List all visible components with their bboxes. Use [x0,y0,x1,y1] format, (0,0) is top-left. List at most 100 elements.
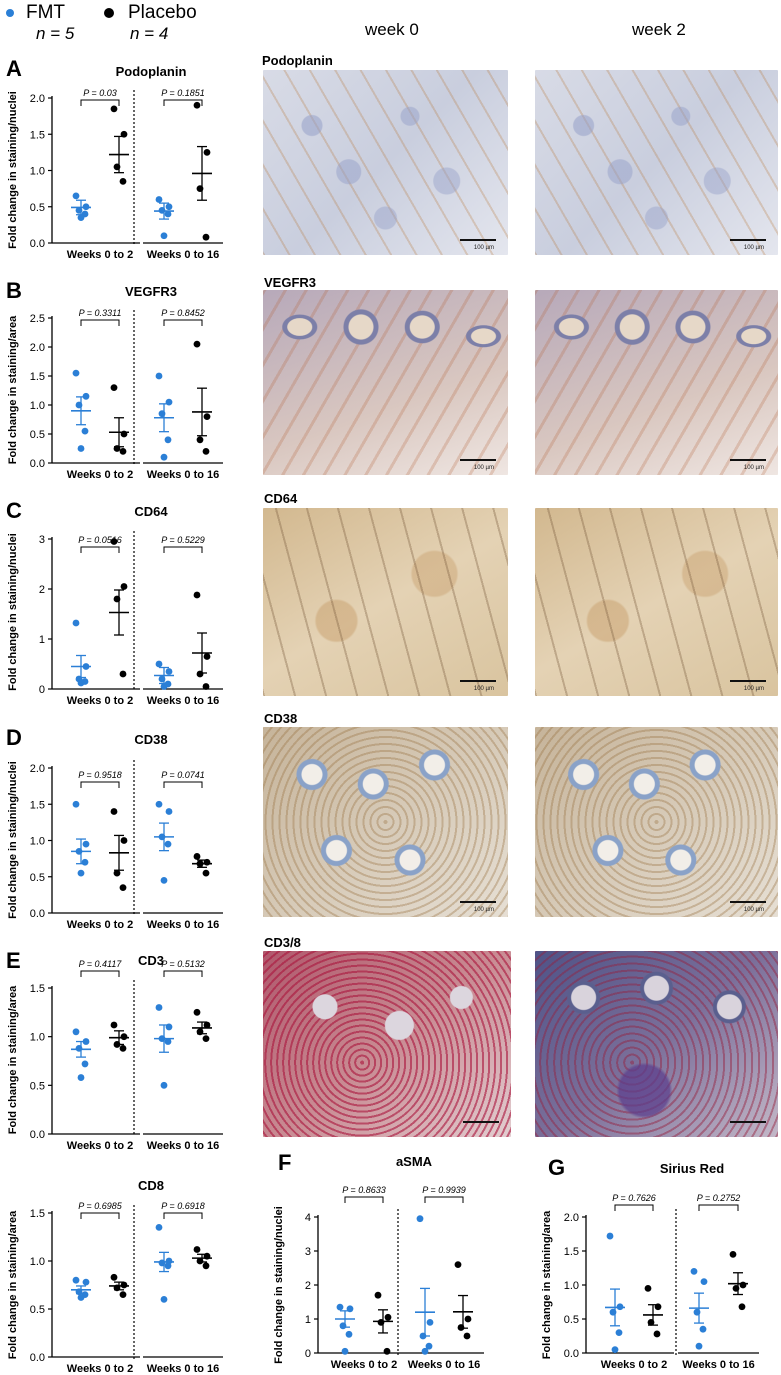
y-tick-label: 0.5 [30,872,45,884]
fmt-legend-marker [6,9,14,17]
fmt-point [695,1342,703,1350]
group-label: Weeks 0 to 2 [67,695,133,707]
placebo-point [202,1035,210,1043]
chart-title: CD38 [134,732,167,747]
y-tick-label: 2.0 [564,1212,579,1224]
placebo-point [120,837,128,844]
pvalue-label: P = 0.5229 [161,535,204,545]
y-tick-label: 1.0 [30,400,45,412]
chart-title: Sirius Red [660,1161,724,1176]
fmt-point [164,436,172,444]
fmt-point [164,210,172,218]
fmt-point [341,1347,349,1355]
fmt-point [609,1308,617,1316]
placebo-point [119,884,127,892]
y-tick-label: 0.5 [30,1080,45,1092]
fmt-point [425,1342,433,1350]
fmt-point [345,1330,353,1338]
scale-bar [460,239,496,241]
fmt-point [611,1346,619,1353]
group-label: Weeks 0 to 16 [147,469,220,481]
fmt-point [155,1004,163,1011]
y-tick-label: 1 [39,634,45,646]
micrograph-podoplanin-week0: 100 µm [263,70,508,255]
scale-bar-label: 100 µm [473,907,494,913]
fmt-point [155,372,163,380]
placebo-point [196,860,204,868]
scale-bar [460,459,496,461]
y-tick-label: 0.0 [30,238,45,250]
fmt-point [160,1296,168,1303]
y-tick-label: 2.5 [30,313,45,325]
group-label: Weeks 0 to 2 [67,469,133,481]
placebo-point [203,1021,211,1029]
placebo-point [110,384,118,391]
pvalue-label: P = 0.0516 [78,535,121,545]
fmt-point [75,1044,83,1052]
fmt-point [158,675,166,683]
group-label: Weeks 0 to 2 [67,249,133,261]
placebo-point [119,448,127,455]
placebo-point [464,1315,472,1323]
column-header-week2: week 2 [632,20,686,39]
chart-title: Podoplanin [116,64,187,79]
micrograph-cd64-week2: 100 µm [535,508,778,696]
y-tick-label: 1.5 [30,129,45,141]
group-label: Weeks 0 to 2 [601,1359,667,1371]
group-label: Weeks 0 to 2 [67,919,133,931]
fmt-point [75,401,83,409]
placebo-point [384,1313,392,1321]
y-tick-label: 3 [305,1246,311,1258]
micrograph-vegfr3-week2: 100 µm [535,290,778,475]
fmt-point [81,427,89,435]
fmt-point [81,858,89,866]
fmt-point [164,1262,172,1270]
micrograph-podoplanin-week2: 100 µm [535,70,778,255]
placebo-point [202,448,210,455]
group-label: Weeks 0 to 16 [408,1359,481,1371]
pvalue-label: P = 0.9518 [78,770,121,780]
fmt-point [160,232,168,240]
pvalue-bracket [424,1196,464,1203]
fmt-point [615,1329,623,1336]
image-label-cd38: CD38 [264,711,298,726]
fmt-point [336,1303,344,1311]
fmt-point [165,808,173,815]
fmt-point [75,1288,83,1296]
placebo-point [119,670,127,678]
panel-letter: C [6,498,22,523]
placebo-point [120,130,128,138]
scale-bar-label: 100 µm [743,465,764,471]
placebo-point [202,869,210,877]
placebo-point [202,233,210,241]
panel-letter: G [548,1155,565,1180]
y-axis-label: Fold change in staining/area [7,315,19,464]
fmt-point [72,369,80,377]
placebo-point [738,1303,746,1311]
fmt-point [160,1081,168,1089]
y-tick-label: 1.0 [30,166,45,178]
fmt-point [339,1322,347,1330]
pvalue-label: P = 0.0741 [161,770,204,780]
placebo-point [193,1246,201,1253]
pvalue-label: P = 0.1851 [161,88,204,98]
y-axis-label: Fold change in staining/nuclei [273,1206,285,1364]
group-label: Weeks 0 to 16 [682,1359,755,1371]
placebo-point [654,1303,662,1311]
micrograph-cd38-week0: 100 µm [263,727,508,917]
placebo-point [110,1021,118,1029]
fmt-point [699,1325,707,1333]
image-label-cd3-8: CD3/8 [264,935,301,950]
scale-bar [460,680,496,682]
fmt-point [155,1224,163,1231]
figure-legend: FMT n = 5 Placebo n = 4 [0,0,240,46]
y-tick-label: 0.0 [564,1348,579,1360]
scale-bar-label: 100 µm [743,245,764,251]
fmt-point [72,800,80,808]
panel-letter: E [6,948,21,973]
pvalue-bracket [614,1204,654,1211]
pvalue-label: P = 0.6918 [161,1201,204,1211]
fmt-point [155,660,163,668]
fmt-point [82,1038,90,1045]
placebo-point [202,683,210,690]
